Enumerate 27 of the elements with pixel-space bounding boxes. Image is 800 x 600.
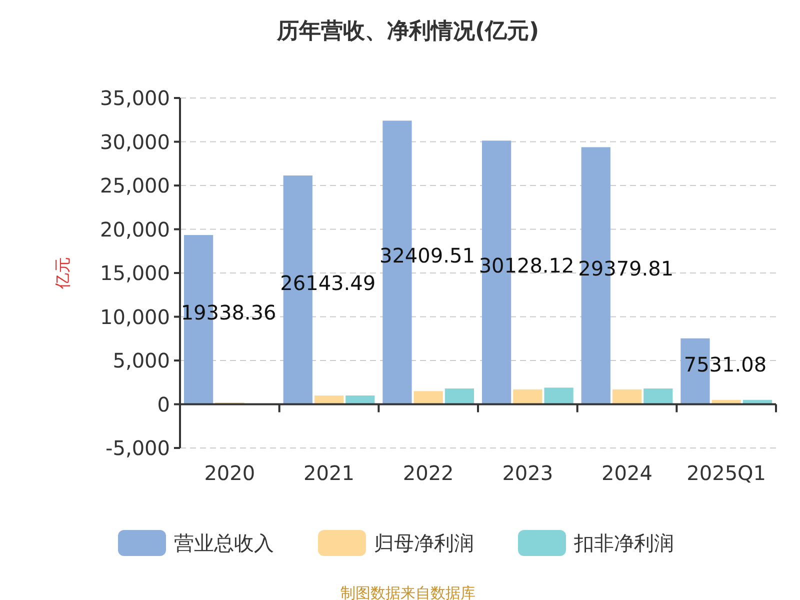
legend-label: 扣非净利润	[573, 531, 674, 555]
x-tick-label: 2023	[502, 461, 554, 485]
data-label: 32409.51	[379, 243, 475, 268]
text: 制图数据来自数据库	[340, 584, 476, 600]
x-tick-label: 2025Q1	[686, 461, 766, 485]
x-tick-label: 2020	[204, 461, 256, 485]
y-tick-label: 25,000	[100, 174, 170, 198]
data-label: 19338.36	[180, 300, 276, 325]
data-label: 30128.12	[478, 253, 574, 278]
data-label: 29379.81	[578, 256, 674, 281]
legend-label: 归母净利润	[374, 531, 474, 555]
y-tick-label: 0	[157, 392, 170, 416]
y-tick-label: 20,000	[100, 217, 170, 242]
y-tick-label: 10,000	[100, 304, 170, 329]
y-tick-label: -5,000	[106, 436, 170, 460]
y-tick-label: 15,000	[100, 261, 170, 285]
data-label: 7531.08	[684, 352, 767, 376]
y-axis-title: 亿元	[53, 257, 72, 290]
data-label: 26143.49	[280, 270, 376, 295]
legend-label: 营业总收入	[174, 531, 274, 555]
y-tick-label: 30,000	[100, 130, 170, 154]
x-tick-label: 2021	[304, 461, 354, 485]
chart-title: 历年营收、净利情况(亿元)	[276, 19, 540, 44]
x-tick-label: 2024	[602, 461, 652, 485]
x-tick-label: 2022	[402, 461, 454, 485]
y-tick-label: 35,000	[100, 86, 170, 110]
y-tick-label: 5,000	[112, 348, 170, 372]
